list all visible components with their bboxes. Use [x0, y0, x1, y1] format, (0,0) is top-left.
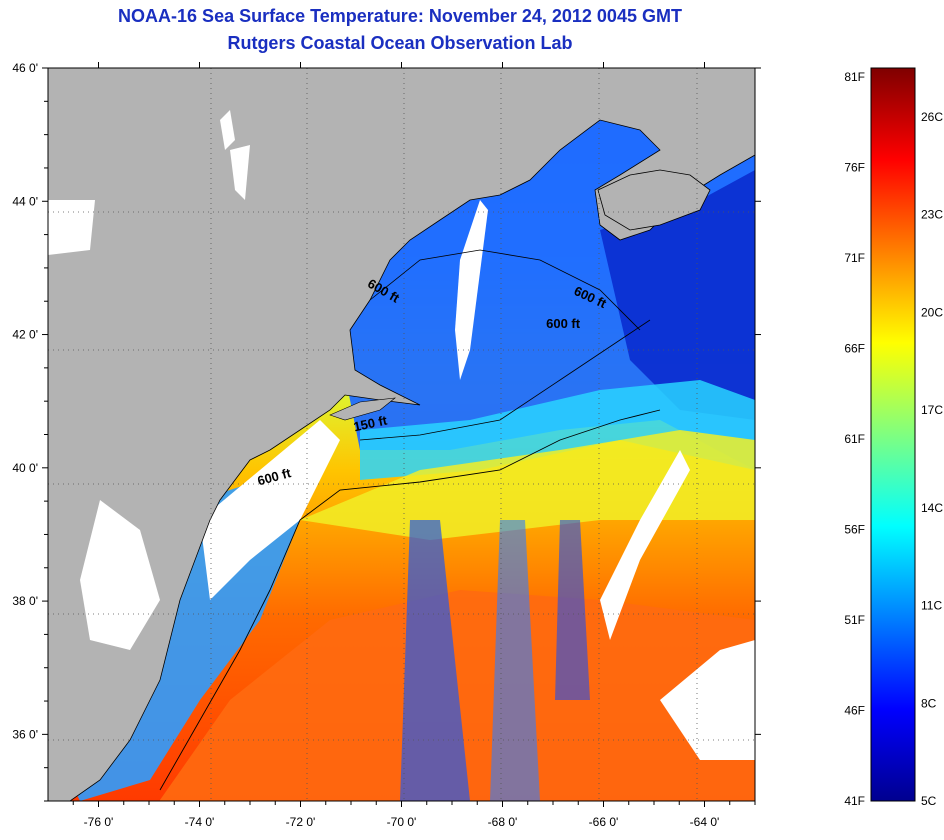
- nova-scotia-land: [597, 169, 711, 231]
- contour-label: 150 ft: [352, 412, 389, 434]
- colorbar-f-label: 81F: [844, 70, 865, 84]
- lon-label: -74 0': [185, 815, 215, 829]
- lon-label: -76 0': [84, 815, 114, 829]
- lat-label: 38 0': [12, 594, 38, 608]
- inland-cloud: [220, 110, 235, 150]
- map-gridlines: [48, 68, 755, 801]
- colorbar-f-label: 41F: [844, 794, 865, 808]
- lat-label: 40 0': [12, 461, 38, 475]
- colorbar-c-label: 26C: [921, 110, 943, 124]
- colorbar-f-label: 51F: [844, 613, 865, 627]
- colorbar-f-label: 61F: [844, 432, 865, 446]
- lon-label: -68 0': [488, 815, 518, 829]
- inland-cloud: [80, 500, 160, 650]
- colorbar-f-label: 66F: [844, 342, 865, 356]
- colorbar-c-label: 5C: [921, 794, 937, 808]
- cloud-patch: [660, 640, 755, 760]
- shelf-water-band: [360, 380, 755, 480]
- lat-label: 46 0': [12, 61, 38, 75]
- colorbar-c-label: 8C: [921, 696, 937, 710]
- long-island-land: [329, 397, 397, 421]
- bathymetry-contour: [159, 409, 661, 791]
- colorbar-fahrenheit-labels: 81F 76F 71F 66F 61F 56F 51F 46F 41F: [844, 70, 865, 808]
- temperature-colorbar: [870, 67, 916, 802]
- cloud-streak: [455, 200, 488, 380]
- colorbar-c-label: 14C: [921, 501, 943, 515]
- lon-label: -64 0': [690, 815, 720, 829]
- bathymetry-contour: [359, 319, 651, 441]
- map-title: NOAA-16 Sea Surface Temperature: Novembe…: [118, 6, 682, 26]
- cloud-cover: [200, 420, 340, 600]
- sst-map-area: [48, 68, 755, 801]
- contour-label: 600 ft: [546, 316, 581, 331]
- inland-cloud: [48, 200, 95, 255]
- lat-label: 42 0': [12, 328, 38, 342]
- land-mass: [48, 68, 755, 801]
- colorbar-c-label: 11C: [921, 599, 942, 613]
- latitude-tick-labels: 46 0' 44 0' 42 0' 40 0' 38 0' 36 0': [12, 61, 38, 741]
- colorbar-f-label: 56F: [844, 523, 865, 537]
- lon-label: -70 0': [387, 815, 417, 829]
- lat-label: 44 0': [12, 194, 38, 208]
- colorbar-f-label: 76F: [844, 161, 865, 175]
- lon-label: -66 0': [589, 815, 619, 829]
- inland-cloud: [230, 145, 250, 200]
- colorbar-c-label: 23C: [921, 208, 943, 222]
- cloud-streak: [600, 450, 690, 640]
- lat-label: 36 0': [12, 727, 38, 741]
- cold-streak-1: [400, 520, 470, 801]
- map-tick-marks: [42, 62, 761, 807]
- cold-streak-2: [490, 520, 540, 801]
- colorbar-f-label: 71F: [844, 251, 865, 265]
- colorbar-c-label: 20C: [921, 305, 943, 319]
- shelf-break-front: [300, 430, 755, 540]
- longitude-tick-labels: -76 0' -74 0' -72 0' -70 0' -68 0' -66 0' -64 …: [84, 815, 720, 829]
- colorbar-c-label: 17C: [921, 403, 943, 417]
- colorbar-celsius-labels: 26C 23C 20C 17C 14C 11C 8C 5C: [921, 110, 943, 808]
- bathymetry-contour: [369, 249, 641, 331]
- lon-label: -72 0': [286, 815, 316, 829]
- colorbar-f-label: 46F: [844, 704, 865, 718]
- map-subtitle: Rutgers Coastal Ocean Observation Lab: [227, 33, 573, 53]
- cold-streak-3: [555, 520, 590, 700]
